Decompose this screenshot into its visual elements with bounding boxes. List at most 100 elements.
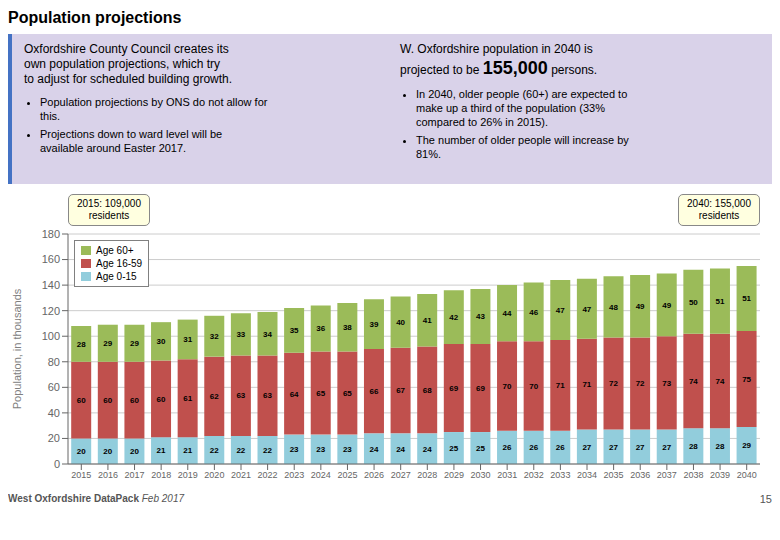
- svg-text:34: 34: [263, 330, 272, 339]
- svg-text:60: 60: [130, 396, 139, 405]
- svg-text:23: 23: [343, 445, 352, 454]
- svg-text:80: 80: [48, 356, 60, 368]
- svg-text:75: 75: [742, 375, 751, 384]
- svg-text:48: 48: [609, 303, 618, 312]
- svg-text:74: 74: [689, 377, 698, 386]
- svg-text:160: 160: [42, 253, 60, 265]
- svg-text:2020: 2020: [204, 470, 224, 480]
- svg-text:60: 60: [77, 396, 86, 405]
- svg-text:Population, in thousands: Population, in thousands: [11, 288, 23, 409]
- svg-text:22: 22: [263, 446, 272, 455]
- svg-text:2015: 2015: [71, 470, 91, 480]
- svg-text:63: 63: [263, 391, 272, 400]
- svg-text:65: 65: [343, 389, 352, 398]
- svg-text:67: 67: [396, 386, 405, 395]
- svg-text:49: 49: [636, 302, 645, 311]
- svg-text:60: 60: [157, 395, 166, 404]
- svg-text:62: 62: [210, 392, 219, 401]
- svg-text:69: 69: [476, 384, 485, 393]
- svg-text:2017: 2017: [125, 470, 145, 480]
- svg-text:2029: 2029: [444, 470, 464, 480]
- svg-text:51: 51: [742, 294, 751, 303]
- svg-text:39: 39: [370, 320, 379, 329]
- svg-text:27: 27: [609, 443, 618, 452]
- svg-text:2018: 2018: [151, 470, 171, 480]
- svg-text:100: 100: [42, 330, 60, 342]
- svg-text:24: 24: [396, 445, 405, 454]
- svg-text:140: 140: [42, 279, 60, 291]
- svg-text:33: 33: [236, 330, 245, 339]
- svg-text:40: 40: [48, 407, 60, 419]
- svg-text:20: 20: [77, 447, 86, 456]
- svg-text:47: 47: [582, 305, 591, 314]
- svg-text:35: 35: [290, 326, 299, 335]
- svg-text:2037: 2037: [657, 470, 677, 480]
- svg-text:2031: 2031: [497, 470, 517, 480]
- svg-text:27: 27: [582, 443, 591, 452]
- svg-text:20: 20: [130, 447, 139, 456]
- svg-text:2032: 2032: [524, 470, 544, 480]
- svg-text:46: 46: [529, 308, 538, 317]
- svg-text:2033: 2033: [550, 470, 570, 480]
- svg-text:24: 24: [423, 445, 432, 454]
- svg-text:27: 27: [636, 443, 645, 452]
- svg-text:72: 72: [636, 379, 645, 388]
- svg-text:24: 24: [370, 445, 379, 454]
- svg-text:36: 36: [316, 324, 325, 333]
- svg-text:22: 22: [236, 446, 245, 455]
- svg-text:25: 25: [449, 444, 458, 453]
- svg-text:40: 40: [396, 318, 405, 327]
- svg-text:41: 41: [423, 316, 432, 325]
- svg-text:74: 74: [716, 377, 725, 386]
- svg-text:47: 47: [556, 306, 565, 315]
- svg-text:70: 70: [503, 382, 512, 391]
- svg-text:2023: 2023: [284, 470, 304, 480]
- svg-text:2028: 2028: [417, 470, 437, 480]
- svg-text:69: 69: [449, 384, 458, 393]
- svg-text:28: 28: [716, 442, 725, 451]
- svg-text:29: 29: [742, 441, 751, 450]
- svg-text:28: 28: [689, 442, 698, 451]
- svg-text:30: 30: [157, 337, 166, 346]
- svg-text:20: 20: [103, 447, 112, 456]
- svg-text:2021: 2021: [231, 470, 251, 480]
- svg-text:63: 63: [236, 391, 245, 400]
- svg-text:73: 73: [662, 379, 671, 388]
- svg-text:2024: 2024: [311, 470, 331, 480]
- svg-text:25: 25: [476, 444, 485, 453]
- svg-text:71: 71: [582, 380, 591, 389]
- svg-text:60: 60: [48, 381, 60, 393]
- svg-text:2039: 2039: [710, 470, 730, 480]
- svg-text:2038: 2038: [683, 470, 703, 480]
- svg-text:66: 66: [370, 387, 379, 396]
- svg-text:2030: 2030: [471, 470, 491, 480]
- svg-text:2025: 2025: [337, 470, 357, 480]
- svg-text:22: 22: [210, 446, 219, 455]
- svg-text:0: 0: [54, 458, 60, 470]
- svg-text:65: 65: [316, 389, 325, 398]
- svg-text:27: 27: [662, 443, 671, 452]
- svg-text:2040: 2040: [737, 470, 757, 480]
- svg-text:29: 29: [130, 339, 139, 348]
- svg-text:21: 21: [157, 446, 166, 455]
- svg-text:2022: 2022: [258, 470, 278, 480]
- svg-text:26: 26: [503, 443, 512, 452]
- svg-text:23: 23: [316, 445, 325, 454]
- svg-text:2034: 2034: [577, 470, 597, 480]
- svg-text:32: 32: [210, 332, 219, 341]
- svg-text:68: 68: [423, 386, 432, 395]
- svg-text:2026: 2026: [364, 470, 384, 480]
- svg-text:44: 44: [503, 309, 512, 318]
- svg-text:50: 50: [689, 298, 698, 307]
- svg-text:43: 43: [476, 312, 485, 321]
- svg-text:72: 72: [609, 379, 618, 388]
- svg-text:38: 38: [343, 323, 352, 332]
- svg-text:23: 23: [290, 445, 299, 454]
- svg-text:21: 21: [183, 446, 192, 455]
- svg-text:120: 120: [42, 305, 60, 317]
- svg-text:2027: 2027: [391, 470, 411, 480]
- svg-text:28: 28: [77, 340, 86, 349]
- svg-text:49: 49: [662, 301, 671, 310]
- svg-text:2035: 2035: [604, 470, 624, 480]
- svg-text:20: 20: [48, 432, 60, 444]
